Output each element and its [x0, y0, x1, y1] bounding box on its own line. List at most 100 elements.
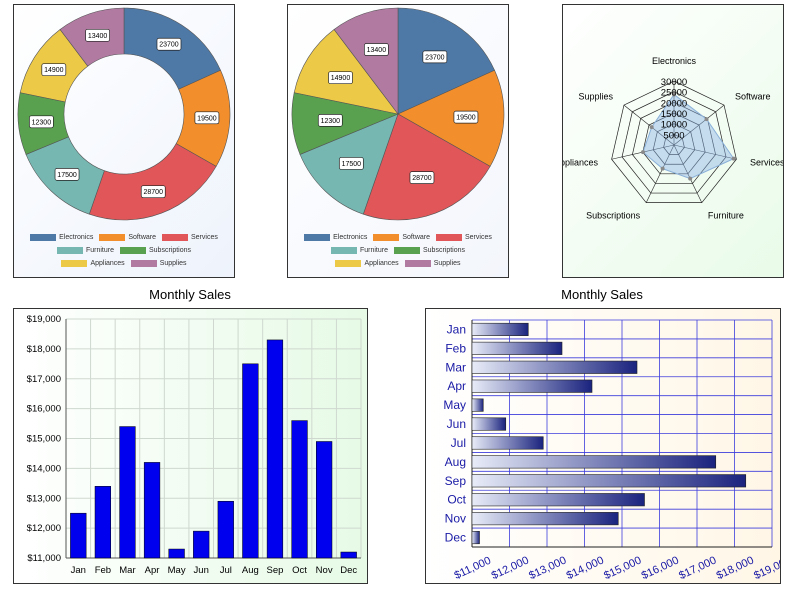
legend-label: Software [128, 234, 156, 241]
x-tick-label: $12,000 [490, 554, 531, 582]
y-tick-label: $16,000 [27, 404, 61, 415]
radar-grid-ring [652, 123, 696, 165]
legend-label: Supplies [159, 260, 187, 267]
x-tick-label: May [168, 565, 186, 576]
label-box [453, 110, 479, 124]
radar-series-area [642, 93, 735, 180]
label-box [338, 157, 364, 170]
data-label: 23700 [425, 54, 445, 61]
radar-tick-label: 30000 [661, 77, 687, 88]
radar-axis-label-supplies: Supplies [578, 91, 613, 101]
radar-grid-ring [663, 133, 685, 155]
radar-grid-ring [632, 101, 716, 184]
bar-aug [242, 363, 259, 559]
slice-label-supplies: 13400 [85, 28, 110, 42]
radar-point-supplies [649, 125, 654, 130]
legend-item-software: Software [99, 231, 156, 244]
legend-row: Furniture Subscriptions [288, 244, 508, 257]
slice-label-subscriptions: 12300 [317, 114, 343, 127]
x-tick-label: $16,000 [640, 554, 681, 582]
bar-jun [471, 417, 507, 431]
legend-swatch [404, 260, 431, 267]
bar-aug [471, 455, 717, 469]
y-tick-label: May [443, 398, 466, 412]
bar-dec [340, 551, 357, 559]
label-box [29, 115, 54, 129]
x-tick-label: Aug [242, 565, 259, 576]
legend-item-furniture: Furniture [330, 244, 388, 257]
radar-tick-label: 15000 [661, 109, 687, 120]
legend-item-furniture: Furniture [56, 244, 114, 257]
slice-label-electronics: 23700 [156, 37, 182, 51]
legend-item-electronics: Electronics [304, 231, 367, 244]
radar-tick-label: 25000 [661, 88, 687, 99]
pie-chart: 23700 19500 28700 17500 12300 14900 13400 [291, 7, 505, 221]
slice-label-electronics: 23700 [422, 50, 448, 64]
donut-chart-panel: 23700 19500 28700 17500 12300 14900 13400 Elec… [13, 4, 235, 278]
legend-label: Software [402, 234, 430, 241]
radar-chart-panel: 5000 10000 15000 20000 25000 30000 Electronics… [562, 4, 784, 278]
y-tick-label: $15,000 [27, 434, 61, 445]
donut-legend: Electronics Software Services Furniture Subs… [14, 231, 234, 270]
label-box [409, 171, 435, 184]
legend-label: Furniture [85, 247, 114, 254]
donut-chart: 23700 19500 28700 17500 12300 14900 13400 [17, 7, 231, 221]
data-label: 12300 [32, 119, 52, 126]
legend-item-electronics: Electronics [30, 231, 93, 244]
label-box [194, 111, 220, 125]
data-label: 14900 [44, 67, 64, 74]
label-box [41, 63, 67, 77]
radar-axis-label-electronics: Electronics [652, 56, 697, 66]
y-tick-label: Sep [445, 474, 467, 488]
legend-swatch [130, 260, 157, 267]
radar-axis-label-software: Software [735, 91, 771, 101]
data-label: 17500 [57, 172, 77, 179]
legend-item-supplies: Supplies [130, 257, 187, 270]
legend-item-supplies: Supplies [404, 257, 461, 270]
label-box [85, 28, 110, 42]
legend-swatch [56, 247, 83, 254]
slice-label-appliances: 14900 [41, 63, 67, 77]
slice-label-furniture: 17500 [338, 157, 364, 170]
bar-dec [471, 530, 480, 545]
bar-feb [94, 486, 111, 559]
bar-may [168, 548, 185, 559]
x-tick-label: $18,000 [715, 554, 756, 582]
y-tick-label: Aug [445, 455, 466, 469]
data-label: 12300 [321, 118, 341, 125]
legend-row: Electronics Software Services [14, 231, 234, 244]
legend-row: Furniture Subscriptions [14, 244, 234, 257]
x-tick-label: Oct [292, 565, 307, 576]
radar-point-electronics [672, 92, 676, 97]
legend-label: Services [191, 234, 218, 241]
vbar-chart: $11,000 $12,000 $13,000 $14,000 $15,000 $16,0… [27, 314, 362, 576]
radar-spoke [673, 144, 703, 203]
hbar-chart-title: Monthly Sales [561, 287, 643, 302]
y-tick-label: $19,000 [27, 314, 61, 325]
bar-sep [266, 339, 284, 559]
label-box [156, 37, 182, 51]
y-tick-label: $13,000 [27, 493, 61, 504]
x-tick-label: Apr [145, 565, 160, 576]
radar-tick-label: 20000 [661, 98, 687, 109]
x-tick-label: Nov [316, 565, 333, 576]
legend-label: Subscriptions [422, 247, 466, 254]
slice-label-supplies: 13400 [364, 43, 389, 56]
slice-supplies [333, 7, 399, 115]
slice-software [397, 69, 505, 167]
legend-item-appliances: Appliances [335, 257, 399, 270]
label-box [317, 114, 343, 127]
bar-jan [471, 322, 529, 337]
bar-nov [316, 441, 333, 559]
bar-apr [143, 462, 161, 559]
legend-row: Appliances Supplies [14, 257, 234, 270]
x-tick-label: $13,000 [527, 554, 568, 582]
slice-label-software: 19500 [194, 111, 220, 125]
bar-jun [193, 530, 210, 559]
bar-feb [471, 341, 563, 355]
bar-jul [217, 500, 234, 559]
bar-mar [471, 360, 638, 374]
radar-point-subscriptions [660, 166, 665, 171]
bar-oct [471, 493, 645, 507]
x-tick-label: Dec [340, 565, 357, 576]
